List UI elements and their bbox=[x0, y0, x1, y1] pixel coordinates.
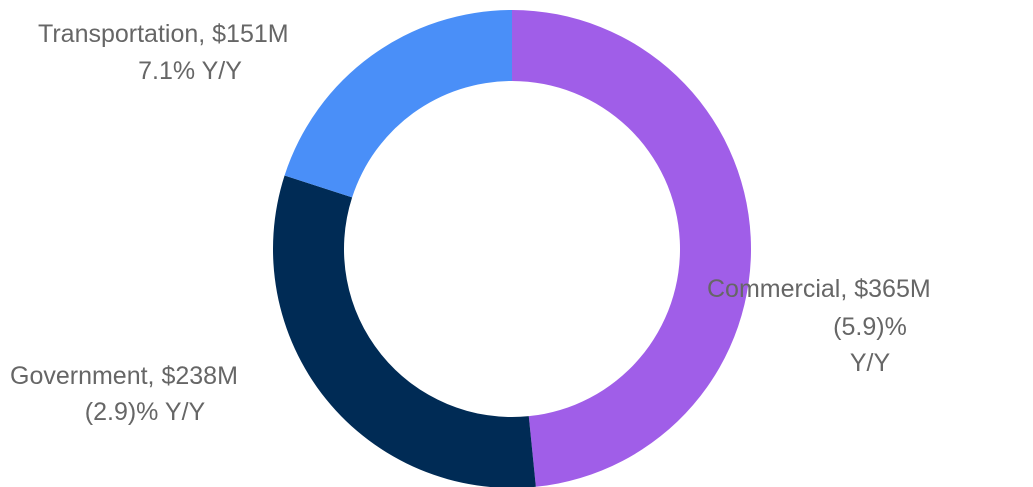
slice-label: Transportation, $151M bbox=[38, 20, 289, 48]
slice-change: (5.9)% Y/Y bbox=[833, 313, 907, 377]
donut-slice bbox=[284, 10, 512, 198]
donut-slice bbox=[273, 175, 536, 487]
donut-slice bbox=[512, 9, 752, 487]
slice-change: 7.1% Y/Y bbox=[138, 57, 242, 85]
slice-label: Commercial, $365M bbox=[707, 275, 931, 303]
slice-label: Government, $238M bbox=[10, 362, 238, 390]
slice-change: (2.9)% Y/Y bbox=[84, 398, 206, 426]
